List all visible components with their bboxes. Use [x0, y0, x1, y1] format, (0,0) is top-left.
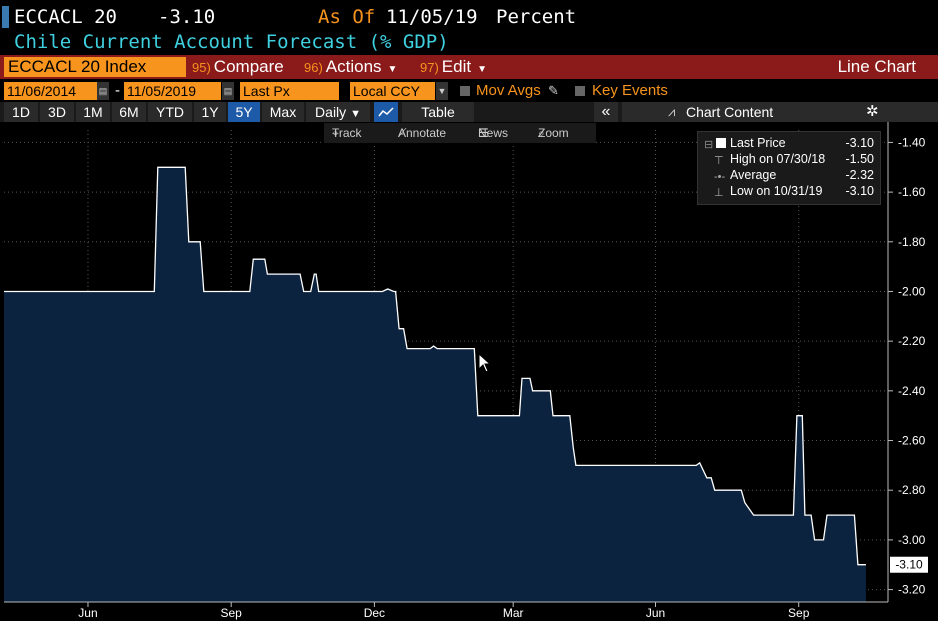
last-value-label: -3.10 — [895, 558, 923, 572]
table-button[interactable]: Table — [402, 102, 474, 122]
annotate-icon: ⟋ — [398, 126, 407, 140]
chart-toolbar: ECCACL 20 Index 95) Compare 96) Actions ▼ 9… — [0, 55, 938, 79]
range-3d[interactable]: 3D — [40, 102, 74, 122]
ticker-field[interactable]: ECCACL 20 Index — [4, 57, 186, 77]
chart-subtools: ⌖ Track ⟋ Annotate ☰ News ⌕ Zoom — [324, 123, 596, 143]
range-max[interactable]: Max — [262, 102, 304, 122]
y-tick-label: -2.40 — [898, 384, 926, 398]
actions-menu[interactable]: 96) Actions ▼ — [304, 57, 398, 76]
chart-legend[interactable]: ⊟ Last Price -3.10 ⊤ High on 07/30/18 -1… — [697, 131, 881, 205]
x-tick-label: Sep — [221, 606, 243, 620]
legend-high: ⊤ High on 07/30/18 -1.50 — [714, 152, 874, 167]
x-tick-label: Sep — [788, 606, 810, 620]
y-tick-label: -1.80 — [898, 235, 926, 249]
series-swatch — [716, 138, 726, 148]
news-icon: ☰ — [478, 126, 489, 140]
average-marker-icon: -•- — [714, 171, 726, 183]
magnifier-icon: ⌕ — [538, 126, 545, 140]
range-1d[interactable]: 1D — [4, 102, 38, 122]
chevron-down-icon: ▼ — [477, 64, 487, 75]
y-tick-label: -2.80 — [898, 483, 926, 497]
series-line — [4, 166, 866, 566]
mov-avgs-checkbox[interactable] — [460, 86, 470, 96]
title-bar: ECCACL 20 -3.10 As Of 11/05/19 Percent — [0, 4, 938, 30]
unit-label: Percent — [496, 6, 577, 28]
last-value-marker — [890, 556, 928, 573]
security-marker — [2, 6, 9, 28]
minus-box-icon[interactable]: ⊟ — [704, 139, 714, 151]
chart-content-panel[interactable]: ⩘ Chart Content ✲ — [622, 102, 938, 122]
y-tick-label: -2.00 — [898, 284, 926, 298]
legend-average: -•- Average -2.32 — [714, 168, 874, 183]
y-tick-label: -2.20 — [898, 334, 926, 348]
current-value: -3.10 — [158, 6, 216, 28]
y-tick-label: -2.60 — [898, 434, 926, 448]
options-row: 11/06/2014 ▤ - 11/05/2019 ▤ Last Px Loca… — [0, 81, 938, 101]
legend-last-price[interactable]: ⊟ Last Price -3.10 — [704, 136, 874, 151]
chart-icon: ⩘ — [668, 104, 676, 119]
view-type-label[interactable]: Line Chart — [837, 57, 916, 76]
range-6m[interactable]: 6M — [112, 102, 146, 122]
field-selector[interactable]: Last Px — [240, 82, 339, 100]
end-date-field[interactable]: 11/05/2019 — [124, 82, 221, 100]
crosshair-icon: ⌖ — [332, 126, 339, 140]
frequency-selector[interactable]: Daily ▼ — [306, 102, 370, 122]
frequency-label: Daily — [315, 104, 347, 120]
key-events-checkbox[interactable] — [575, 86, 585, 96]
series-area — [4, 167, 866, 603]
gear-icon[interactable]: ✲ — [866, 103, 879, 120]
edit-label: Edit — [441, 57, 472, 76]
range-1y[interactable]: 1Y — [194, 102, 226, 122]
start-date-field[interactable]: 11/06/2014 — [4, 82, 97, 100]
range-ytd[interactable]: YTD — [148, 102, 192, 122]
as-of-label: As Of — [318, 6, 376, 28]
chart-content-label: Chart Content — [686, 104, 774, 120]
y-tick-label: -1.40 — [898, 135, 926, 149]
range-5y[interactable]: 5Y — [228, 102, 260, 122]
legend-low: ⊥ Low on 10/31/19 -3.10 — [714, 184, 874, 199]
range-1m[interactable]: 1M — [76, 102, 110, 122]
as-of-date: 11/05/19 — [386, 6, 478, 28]
currency-selector[interactable]: Local CCY — [350, 82, 435, 100]
date-separator: - — [115, 82, 120, 99]
chevron-down-icon[interactable]: ▼ — [436, 82, 448, 100]
line-chart-icon[interactable] — [374, 102, 398, 122]
y-tick-label: -3.20 — [898, 583, 926, 597]
actions-label: Actions — [325, 57, 382, 76]
range-bar: 1D 3D 1M 6M YTD 1Y 5Y Max Daily ▼ Table … — [0, 102, 938, 122]
high-marker-icon: ⊤ — [714, 155, 724, 167]
y-tick-label: -1.60 — [898, 185, 926, 199]
compare-label: Compare — [213, 57, 284, 76]
x-tick-label: Jun — [646, 606, 665, 620]
x-tick-label: Jun — [78, 606, 97, 620]
y-tick-label: -3.00 — [898, 533, 926, 547]
mouse-cursor-icon — [478, 353, 492, 373]
edit-menu[interactable]: 97) Edit ▼ — [420, 57, 487, 76]
chevron-down-icon: ▼ — [387, 64, 398, 75]
price-chart[interactable]: -1.40 -1.60 -1.80 -2.00 -2.20 -2.40 -2.60 -2.80… — [0, 122, 938, 621]
pencil-icon[interactable]: ✎ — [548, 83, 559, 98]
calendar-icon[interactable]: ▤ — [97, 82, 109, 100]
x-tick-label: Mar — [503, 606, 524, 620]
chevron-down-icon: ▼ — [350, 108, 361, 120]
collapse-icon[interactable]: « — [594, 102, 618, 122]
compare-button[interactable]: 95) Compare — [192, 57, 284, 76]
low-marker-icon: ⊥ — [714, 187, 724, 199]
calendar-icon[interactable]: ▤ — [222, 82, 234, 100]
x-tick-label: Dec — [364, 606, 385, 620]
security-description: Chile Current Account Forecast (% GDP) — [14, 31, 449, 53]
key-events-label: Key Events — [592, 82, 668, 99]
ticker-label: ECCACL 20 — [14, 6, 117, 28]
mov-avgs-label: Mov Avgs — [476, 82, 541, 99]
